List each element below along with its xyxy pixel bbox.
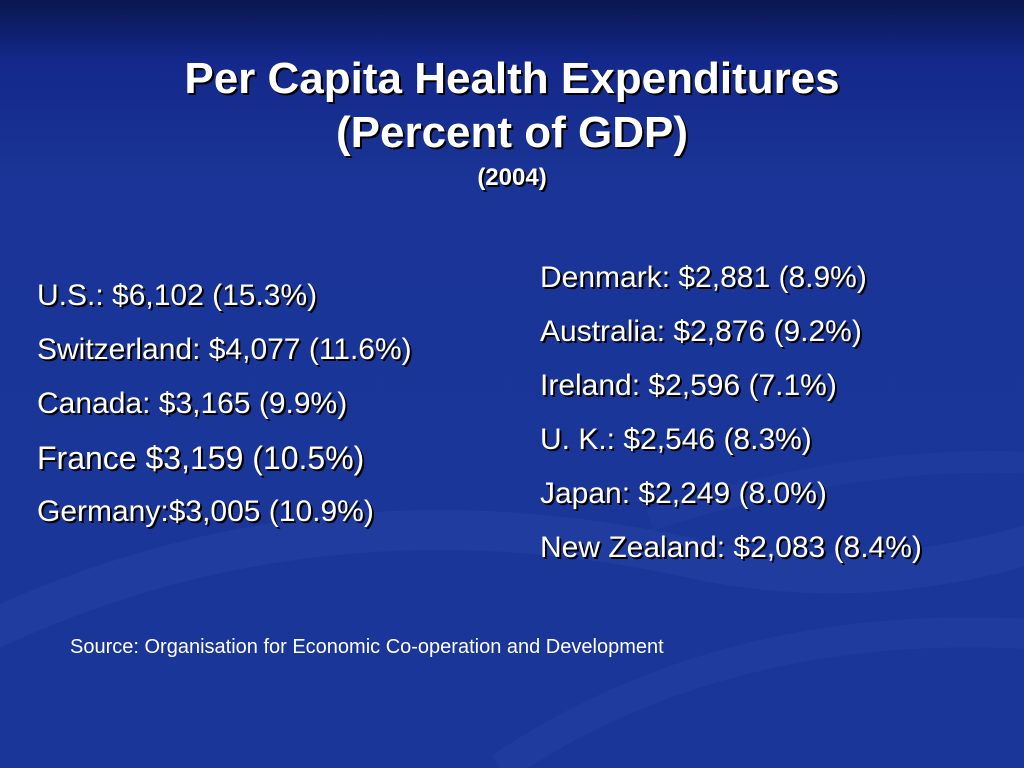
list-item: Ireland: $2,596 (7.1%) xyxy=(540,369,837,402)
title-line-2: (Percent of GDP) xyxy=(335,108,689,157)
list-item: New Zealand: $2,083 (8.4%) xyxy=(540,531,922,564)
list-item: France $3,159 (10.5%) xyxy=(37,440,365,476)
source-note: Source: Organisation for Economic Co-ope… xyxy=(70,636,664,658)
title-line-1: Per Capita Health Expenditures xyxy=(184,54,840,103)
list-item: Australia: $2,876 (9.2%) xyxy=(540,315,862,348)
list-item: Germany:$3,005 (10.9%) xyxy=(37,495,374,528)
title-year: (2004) xyxy=(477,164,547,191)
left-country-list: U.S.: $6,102 (15.3%) Switzerland: $4,077… xyxy=(37,274,412,544)
slide-title: Per Capita Health Expenditures (Percent … xyxy=(0,52,1024,194)
list-item: Denmark: $2,881 (8.9%) xyxy=(540,261,867,294)
list-item: Canada: $3,165 (9.9%) xyxy=(37,387,348,420)
right-country-list: Denmark: $2,881 (8.9%) Australia: $2,876… xyxy=(540,256,922,580)
list-item: Japan: $2,249 (8.0%) xyxy=(540,477,827,510)
list-item: Switzerland: $4,077 (11.6%) xyxy=(37,333,412,366)
list-item: U.S.: $6,102 (15.3%) xyxy=(37,279,318,312)
list-item: U. K.: $2,546 (8.3%) xyxy=(540,423,812,456)
